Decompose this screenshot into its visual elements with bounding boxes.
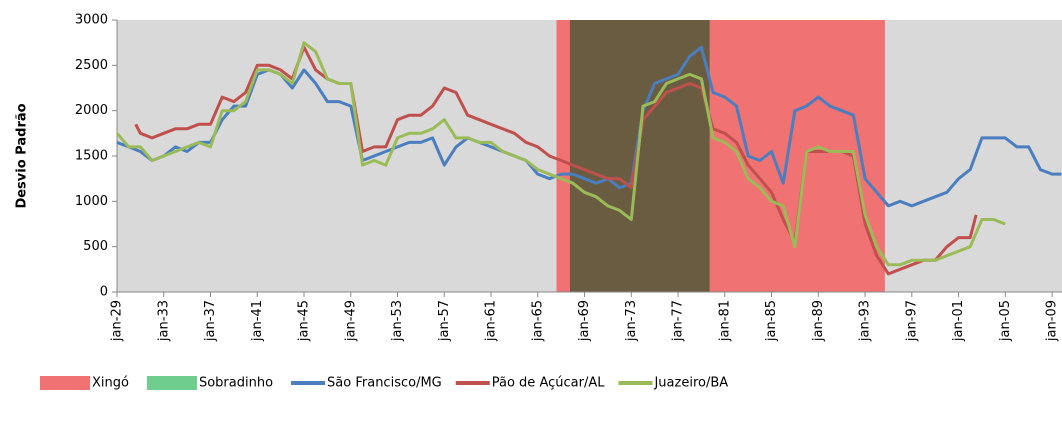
x-tick-label: jan-05 (998, 300, 1013, 342)
legend-swatch (40, 376, 90, 390)
x-tick-label: jan-09 (1045, 300, 1060, 342)
x-tick-label: jan-81 (717, 300, 732, 342)
period-band (569, 20, 710, 292)
x-tick-label: jan-69 (577, 300, 592, 342)
x-tick-label: jan-57 (437, 300, 452, 342)
x-tick-label: jan-45 (297, 300, 312, 342)
x-tick-label: jan-33 (156, 300, 171, 342)
x-tick-label: jan-37 (203, 300, 218, 342)
legend-label: Xingó (92, 376, 129, 391)
legend-label: Juazeiro/BA (653, 376, 728, 391)
y-axis-title: Desvio Padrão (15, 103, 30, 208)
x-tick-label: jan-61 (484, 300, 499, 342)
x-tick-label: jan-97 (904, 300, 919, 342)
legend-label: Sobradinho (199, 376, 273, 391)
series-line (115, 41, 1006, 267)
x-tick-label: jan-53 (390, 300, 405, 342)
x-tick-label: jan-01 (951, 300, 966, 342)
legend-label: Pão de Açúcar/AL (492, 376, 605, 391)
x-tick-label: jan-49 (343, 300, 358, 342)
y-tick-label: 2500 (75, 58, 108, 73)
x-tick-label: jan-41 (250, 300, 265, 342)
x-tick-label: jan-77 (671, 300, 686, 342)
x-tick-label: jan-29 (110, 300, 125, 342)
x-tick-label: jan-85 (764, 300, 779, 342)
y-tick-label: 3000 (75, 13, 108, 28)
y-tick-label: 1500 (75, 149, 108, 164)
x-tick-label: jan-65 (530, 300, 545, 342)
y-tick-label: 500 (83, 239, 108, 254)
y-tick-label: 0 (100, 285, 108, 300)
x-tick-label: jan-89 (811, 300, 826, 342)
y-tick-label: 2000 (75, 103, 108, 118)
x-tick-label: jan-73 (624, 300, 639, 342)
y-tick-label: 1000 (75, 194, 108, 209)
legend-label: São Francisco/MG (327, 376, 442, 391)
x-tick-label: jan-93 (858, 300, 873, 342)
legend-swatch (146, 376, 197, 390)
